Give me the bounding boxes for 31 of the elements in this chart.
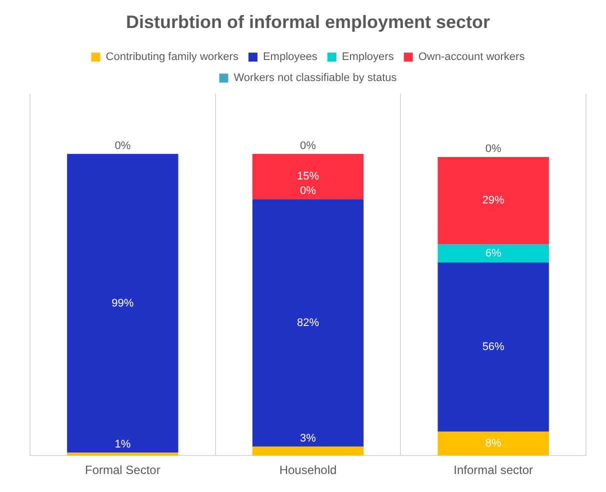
data-label: 0% [300, 185, 316, 198]
data-label: 0% [300, 140, 316, 152]
legend-label: Workers not classifiable by status [234, 72, 398, 84]
x-tick-label: Formal Sector [84, 463, 160, 478]
legend-label: Employers [342, 51, 394, 64]
data-label: 6% [485, 248, 502, 260]
bar [67, 452, 178, 456]
data-label: 82% [296, 316, 320, 329]
data-label: 1% [114, 438, 131, 451]
bar [438, 262, 549, 432]
bar [438, 244, 549, 263]
data-label: 29% [482, 194, 505, 207]
data-label: 15% [296, 170, 320, 183]
data-label: 99% [112, 297, 134, 310]
data-label: 56% [482, 341, 505, 354]
legend-label: Contributing family workers [106, 51, 239, 64]
data-label: 0% [485, 142, 502, 155]
data-label: 3% [300, 432, 316, 445]
data-label: 8% [485, 438, 502, 450]
bar [67, 154, 178, 453]
bar [252, 446, 364, 456]
x-tick-label: Informal sector [454, 463, 534, 478]
chart-title: Disturbtion of informal employment sector [126, 12, 490, 32]
bar [252, 199, 364, 447]
data-label: 0% [114, 140, 131, 152]
bar [438, 156, 549, 244]
bar [438, 431, 549, 456]
legend-label: Own-account workers [418, 51, 526, 64]
legend-label: Employees [262, 51, 318, 64]
x-tick-label: Household [279, 463, 337, 478]
bar [252, 154, 364, 200]
